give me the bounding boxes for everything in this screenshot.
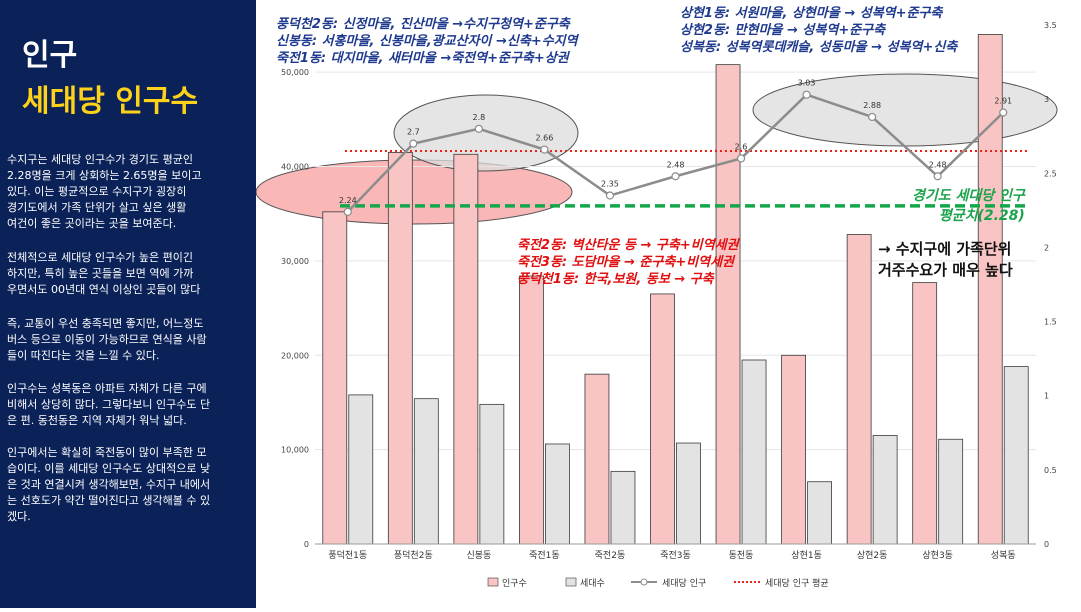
data-label: 2.24 — [339, 196, 357, 205]
bar-households — [872, 435, 898, 545]
legend-label-average: 세대당 인구 평균 — [765, 578, 829, 589]
sidebar: 인구 세대당 인구수 수지구는 세대당 인구수가 경기도 평균인 2.28명을 … — [0, 0, 256, 608]
highlight-ellipse-red — [255, 159, 573, 225]
data-label: 2.48 — [929, 160, 947, 169]
y-left-tick-label: 0 — [304, 540, 309, 549]
legend-label-households: 세대수 — [580, 578, 605, 589]
y-right-tick-label: 2 — [1044, 243, 1049, 252]
lines: 2.24 2.7 2.8 2.66 2.35 2.48 2.6 3.03 2.88 2.48 2.9… — [339, 79, 1028, 216]
x-tick-label: 풍덕천1동 — [328, 550, 367, 561]
x-tick-label: 상현1동 — [791, 550, 822, 561]
sidebar-paragraph-4: 인구수는 성복동은 아파트 자체가 다른 구에 비해서 상당히 많다. 그렇다보… — [7, 382, 211, 427]
line-marker — [999, 108, 1008, 117]
data-label: 2.88 — [863, 101, 881, 110]
x-tick-label: 상현2동 — [857, 550, 888, 561]
data-label: 2.7 — [407, 128, 420, 137]
line-marker — [474, 124, 483, 133]
sidebar-paragraph-1: 수지구는 세대당 인구수가 경기도 평균인 2.28명을 크게 상회하는 2.6… — [7, 153, 202, 230]
bars — [322, 34, 1029, 545]
legend-swatch-marker — [640, 578, 648, 586]
bar-population — [453, 153, 479, 545]
y-right-tick-label: 1.5 — [1044, 318, 1057, 327]
legend-swatch-households — [565, 577, 577, 587]
bar-households — [348, 394, 374, 545]
bar-population — [781, 354, 806, 545]
line-marker — [409, 139, 418, 148]
bar-population — [846, 234, 872, 545]
y-left-tick-label: 30,000 — [281, 257, 309, 266]
bar-population — [387, 151, 413, 545]
annotation-conclusion: → 수지구에 가족단위 거주수요가 매우 높다 — [878, 240, 1013, 279]
data-label: 2.91 — [994, 96, 1012, 105]
y-right-tick-label: 0.5 — [1044, 466, 1057, 475]
y-right-tick-label: 1 — [1044, 392, 1049, 401]
line-marker — [802, 90, 811, 99]
combo-chart: 2.24 2.7 2.8 2.66 2.35 2.48 2.6 3.03 2.88 2.48 2.9… — [255, 21, 1058, 589]
line-marker — [868, 112, 877, 122]
y-left-tick-label: 40,000 — [281, 163, 309, 172]
legend-label-population: 인구수 — [502, 578, 527, 589]
line-marker — [540, 145, 549, 154]
data-label: 2.6 — [735, 142, 748, 151]
sidebar-paragraph-2: 전체적으로 세대당 인구수가 높은 편이긴 하지만, 특히 높은 곳들을 보면 … — [7, 251, 201, 296]
y-right-tick-label: 0 — [1044, 540, 1049, 549]
data-label: 2.48 — [667, 160, 685, 169]
x-tick-label: 성복동 — [991, 550, 1016, 561]
y-right-tick-label: 2.5 — [1044, 169, 1057, 178]
bar-households — [413, 398, 439, 545]
y-left-tick-label: 50,000 — [281, 68, 309, 77]
legend: 인구수 세대수 세대당 인구 세대당 인구 평균 — [487, 577, 829, 589]
chart-area: 2.24 2.7 2.8 2.66 2.35 2.48 2.6 3.03 2.88 2.48 2.9… — [255, 0, 1081, 608]
sidebar-paragraph-5: 인구에서는 확실히 죽전동이 많이 부족한 모 습이다. 이를 세대당 인구수도… — [7, 446, 211, 523]
data-label: 3.03 — [798, 79, 816, 88]
slide-subtitle: 세대당 인구수 — [22, 84, 199, 119]
x-tick-label: 동천동 — [729, 550, 754, 561]
x-tick-label: 상현3동 — [922, 550, 953, 561]
annotation-top-right: 상현1동: 서원마을, 상현마을 → 성복역+준구축 상현2동: 만현마을 → … — [680, 6, 958, 55]
x-tick-label: 죽전1동 — [529, 550, 560, 561]
axes: 0 10,000 20,000 30,000 40,000 50,000 0 0.5 1 1.5 2… — [281, 21, 1057, 561]
legend-swatch-population — [487, 577, 499, 587]
y-right-tick-label: 3.5 — [1044, 21, 1057, 30]
line-marker — [736, 154, 746, 163]
bar-population — [584, 373, 610, 545]
bar-households — [545, 443, 570, 545]
line-marker — [933, 172, 942, 181]
bar-households — [1003, 366, 1029, 545]
data-label: 2.8 — [472, 113, 485, 122]
bar-population — [715, 64, 741, 545]
x-tick-label: 죽전3동 — [660, 550, 691, 561]
x-tick-label: 풍덕천2동 — [394, 550, 433, 561]
bar-population — [912, 282, 938, 545]
bar-households — [676, 442, 701, 545]
bar-population — [650, 293, 675, 545]
y-left-tick-label: 10,000 — [281, 446, 309, 455]
bar-households — [807, 481, 832, 545]
y-left-tick-label: 20,000 — [281, 351, 309, 360]
bar-population — [322, 211, 348, 545]
line-marker — [343, 207, 352, 216]
bar-households — [741, 359, 767, 545]
line-marker — [671, 172, 680, 181]
bar-households — [479, 403, 505, 545]
data-label: 2.66 — [536, 134, 554, 143]
slide-title: 인구 — [22, 38, 78, 73]
bar-population — [519, 275, 544, 545]
bar-population — [977, 34, 1003, 545]
annotation-green-average: 경기도 세대당 인구 평균치(2.28) — [912, 188, 1025, 224]
annotation-middle-red: 죽전2동: 벽산타운 등 → 구축+비역세권 죽전3동: 도담마을 → 준구축+… — [517, 238, 739, 287]
x-tick-label: 신봉동 — [466, 550, 491, 561]
annotation-top-left: 풍덕천2동: 신정마을, 진산마을 →수지구청역+준구축 신봉동: 서홍마을, … — [276, 17, 578, 66]
x-tick-label: 죽전2동 — [595, 550, 626, 561]
bar-households — [938, 438, 964, 545]
sidebar-paragraph-3: 즉, 교통이 우선 충족되면 좋지만, 어느정도 버스 등으로 이동이 가능하므… — [7, 317, 207, 362]
data-label: 2.35 — [601, 180, 619, 189]
line-marker — [605, 191, 615, 200]
y-right-tick-label: 3 — [1044, 95, 1049, 104]
bar-households — [610, 470, 636, 545]
legend-label-line: 세대당 인구 — [662, 578, 706, 589]
